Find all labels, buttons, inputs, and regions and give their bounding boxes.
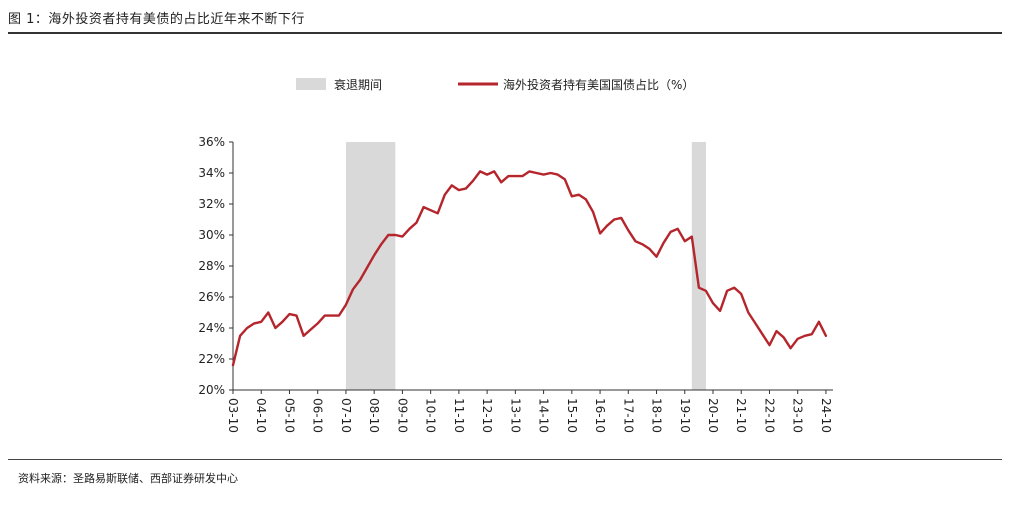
x-tick-label: 07-10 xyxy=(339,398,353,433)
series-line xyxy=(231,170,828,367)
x-tick-label: 19-10 xyxy=(678,398,692,433)
x-tick-label: 18-10 xyxy=(650,398,664,433)
recession-layer xyxy=(345,142,706,390)
x-tick-label: 23-10 xyxy=(791,398,805,433)
x-tick-label: 22-10 xyxy=(762,398,776,433)
legend: 衰退期间 海外投资者持有美国国债占比（%） xyxy=(296,77,694,92)
x-tick-label: 11-10 xyxy=(452,398,466,433)
bottom-rule xyxy=(8,459,1002,460)
x-tick-label: 14-10 xyxy=(537,398,551,433)
source-note: 资料来源：圣路易斯联储、西部证券研发中心 xyxy=(18,472,238,485)
y-tick-label: 28% xyxy=(198,259,225,273)
top-rule xyxy=(8,32,1002,34)
legend-recession-label: 衰退期间 xyxy=(334,77,382,92)
series-layer xyxy=(231,170,828,367)
x-tick-label: 12-10 xyxy=(480,398,494,433)
x-tick-label: 20-10 xyxy=(706,398,720,433)
x-tick-label: 15-10 xyxy=(565,398,579,433)
x-tick-label: 24-10 xyxy=(819,398,833,433)
y-tick-label: 30% xyxy=(198,228,225,242)
axes xyxy=(232,142,833,391)
x-tick-label: 06-10 xyxy=(311,398,325,433)
figure-title: 图 1：海外投资者持有美债的占比近年来不断下行 xyxy=(8,12,305,27)
recession-band xyxy=(345,142,396,390)
x-tick-label: 05-10 xyxy=(282,398,296,433)
x-tick-label: 10-10 xyxy=(424,398,438,433)
recession-band xyxy=(691,142,706,390)
x-tick-label: 16-10 xyxy=(593,398,607,433)
x-tick-label: 04-10 xyxy=(254,398,268,433)
legend-recession-swatch xyxy=(296,78,326,90)
x-tick-label: 08-10 xyxy=(367,398,381,433)
x-tick-label: 03-10 xyxy=(226,398,240,433)
x-tick-label: 13-10 xyxy=(508,398,522,433)
x-tick-label: 09-10 xyxy=(395,398,409,433)
y-ticks: 20% 22% 24% 26% 28% 30% 32% 34% 36% xyxy=(198,135,233,397)
y-tick-label: 26% xyxy=(198,290,225,304)
y-tick-label: 34% xyxy=(198,166,225,180)
y-tick-label: 36% xyxy=(198,135,225,149)
x-tick-label: 21-10 xyxy=(734,398,748,433)
y-tick-label: 20% xyxy=(198,383,225,397)
legend-line-label: 海外投资者持有美国国债占比（%） xyxy=(503,77,694,92)
y-tick-label: 32% xyxy=(198,197,225,211)
x-ticks: 03-10 04-10 05-10 06-10 07-10 08-10 09-10 10-10… xyxy=(226,390,833,433)
x-tick-label: 17-10 xyxy=(621,398,635,433)
y-tick-label: 22% xyxy=(198,352,225,366)
y-tick-label: 24% xyxy=(198,321,225,335)
